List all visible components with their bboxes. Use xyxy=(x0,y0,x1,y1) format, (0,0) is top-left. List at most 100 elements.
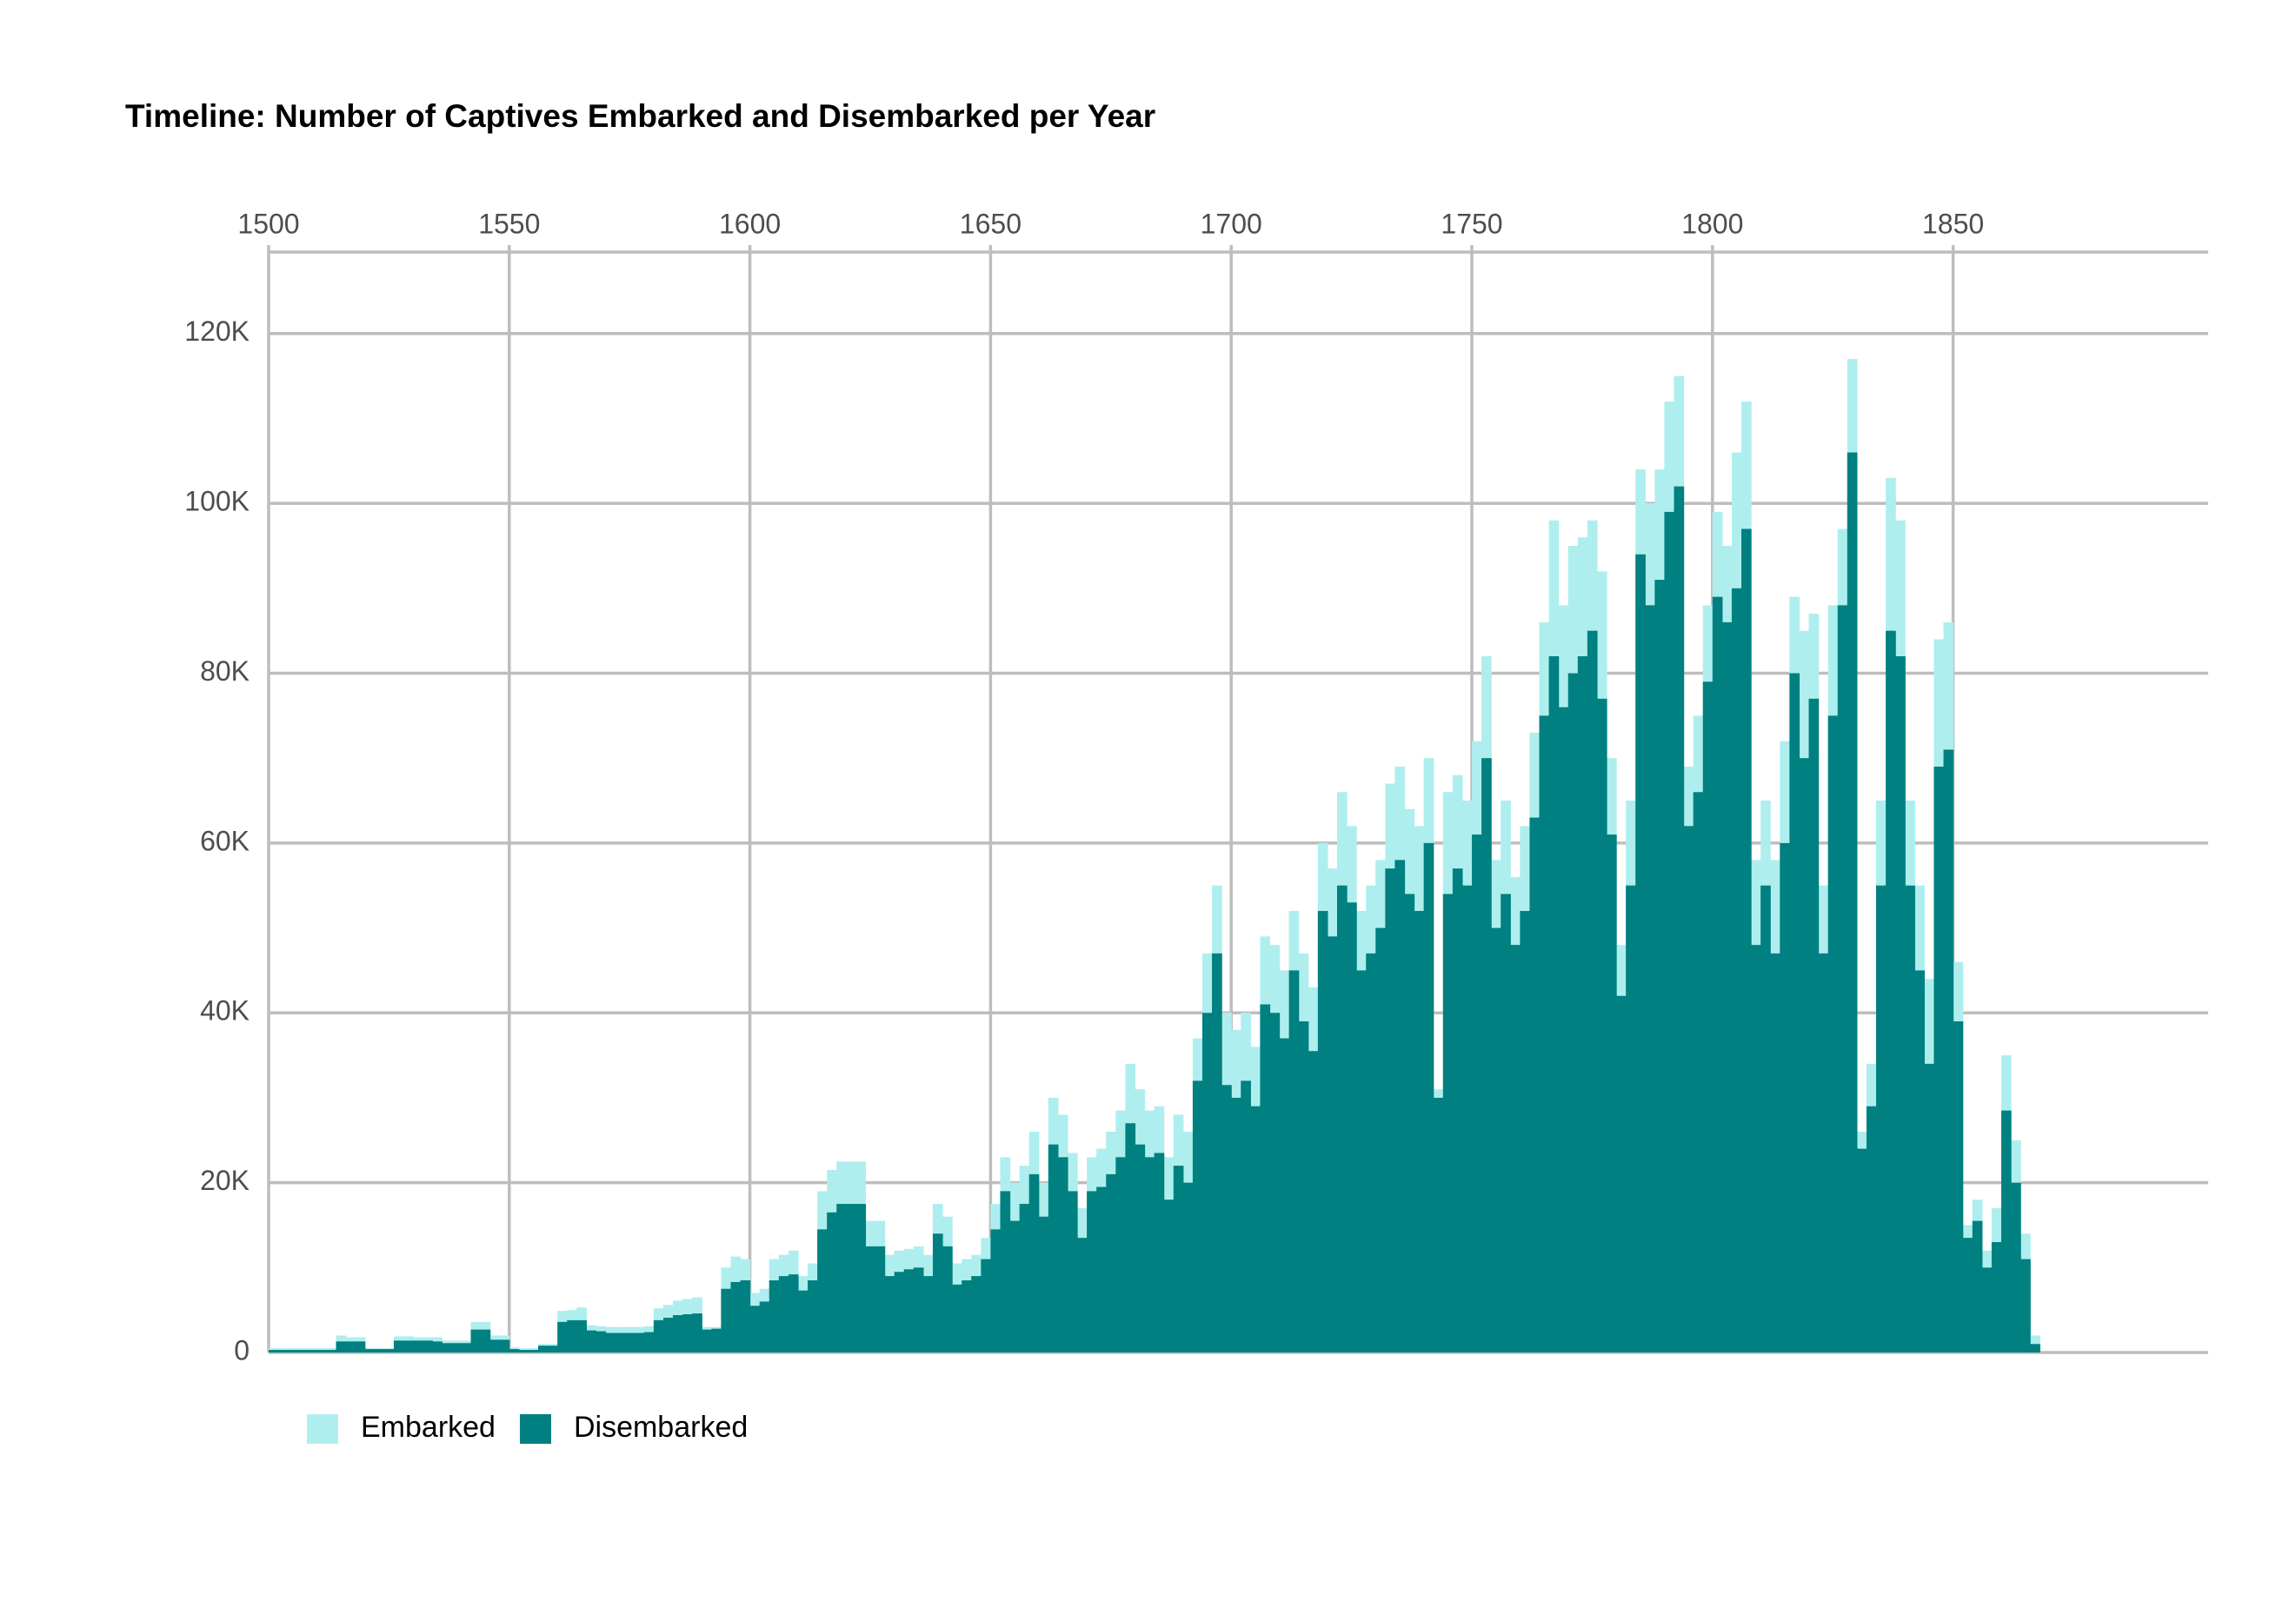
bar xyxy=(509,1349,520,1352)
bar xyxy=(855,1204,867,1352)
bar xyxy=(1096,1186,1107,1352)
bar xyxy=(1201,1013,1213,1352)
bar xyxy=(884,1276,895,1352)
bar xyxy=(749,1306,761,1352)
x-tick-label: 1700 xyxy=(1201,208,1262,239)
bar xyxy=(1529,817,1541,1352)
bar xyxy=(1336,885,1348,1352)
bar xyxy=(1087,1191,1097,1352)
bar xyxy=(1423,842,1434,1352)
bar xyxy=(1587,630,1598,1352)
bar xyxy=(913,1267,924,1352)
bar xyxy=(1269,1013,1281,1352)
bar xyxy=(1067,1191,1078,1352)
bar xyxy=(836,1204,847,1352)
x-tick-label: 1650 xyxy=(960,208,1022,239)
bar xyxy=(1876,885,1887,1352)
bar xyxy=(721,1288,732,1352)
bar xyxy=(1731,588,1742,1352)
bar xyxy=(615,1333,626,1352)
y-tick-label: 100K xyxy=(184,486,250,517)
bar xyxy=(297,1350,308,1352)
bar xyxy=(278,1350,289,1352)
bar xyxy=(1577,655,1588,1352)
bar xyxy=(865,1246,876,1352)
legend: Embarked Disembarked xyxy=(307,1411,748,1444)
bar xyxy=(2000,1110,2012,1352)
bar xyxy=(1616,995,1627,1352)
bar xyxy=(1962,1238,1973,1352)
bar xyxy=(586,1330,597,1352)
bar xyxy=(1163,1200,1175,1352)
bar xyxy=(480,1329,491,1352)
bars xyxy=(269,359,2040,1353)
bar xyxy=(1520,911,1531,1352)
bar xyxy=(990,1229,1002,1352)
bar xyxy=(740,1279,751,1352)
bar xyxy=(2011,1182,2021,1352)
bar xyxy=(1019,1204,1030,1352)
bar xyxy=(1288,970,1300,1352)
bar xyxy=(451,1343,463,1352)
bar xyxy=(1914,970,1925,1352)
bar xyxy=(1212,953,1222,1352)
bar xyxy=(1385,868,1396,1352)
y-tick-label: 40K xyxy=(200,995,250,1027)
bar xyxy=(653,1319,664,1352)
bar xyxy=(1433,1097,1444,1352)
bar xyxy=(1347,902,1357,1352)
bar xyxy=(538,1346,549,1352)
legend-label: Embarked xyxy=(361,1411,496,1444)
bar xyxy=(682,1314,693,1352)
bar xyxy=(1404,894,1415,1352)
bar xyxy=(326,1350,337,1352)
bar xyxy=(1626,885,1636,1352)
bar xyxy=(1250,1106,1261,1352)
bar xyxy=(1905,885,1915,1352)
bar xyxy=(634,1333,645,1352)
bar xyxy=(846,1204,856,1352)
axes: 0 20K 40K 60K 80K 100K 120K 1500 1550 1600 1650 170… xyxy=(184,208,2208,1366)
bar xyxy=(894,1272,905,1352)
bar xyxy=(1924,1063,1935,1352)
bar xyxy=(1394,860,1406,1352)
bar xyxy=(1057,1157,1068,1352)
bar xyxy=(1539,715,1550,1352)
x-tick-label: 1500 xyxy=(237,208,299,239)
bar xyxy=(1693,792,1704,1352)
bar xyxy=(778,1276,789,1352)
bar xyxy=(1221,1085,1232,1352)
legend-swatch xyxy=(519,1414,551,1444)
bar xyxy=(1933,766,1945,1352)
bar xyxy=(1442,894,1454,1352)
bar xyxy=(673,1315,683,1352)
bar xyxy=(557,1321,568,1352)
bar xyxy=(1028,1173,1040,1352)
bar xyxy=(730,1281,742,1352)
y-tick-label: 60K xyxy=(200,825,250,856)
bar xyxy=(817,1229,828,1352)
bar xyxy=(711,1328,722,1352)
bar xyxy=(624,1333,636,1352)
bar xyxy=(922,1276,934,1352)
bar xyxy=(2030,1344,2040,1352)
bar xyxy=(1038,1216,1049,1352)
bar xyxy=(374,1349,385,1352)
bar xyxy=(518,1350,529,1352)
bar xyxy=(788,1274,799,1352)
bar xyxy=(461,1343,472,1352)
bar xyxy=(1491,927,1501,1352)
bar xyxy=(1471,834,1482,1352)
bar xyxy=(1144,1157,1155,1352)
x-tick-label: 1550 xyxy=(478,208,540,239)
bar xyxy=(1308,1051,1319,1352)
bar xyxy=(1818,953,1829,1352)
bar xyxy=(1837,605,1848,1352)
bar xyxy=(1789,673,1800,1352)
bar xyxy=(942,1246,953,1352)
x-tick-label: 1600 xyxy=(719,208,781,239)
bar xyxy=(1981,1267,1993,1352)
bar xyxy=(962,1279,972,1352)
bar xyxy=(1886,630,1896,1352)
